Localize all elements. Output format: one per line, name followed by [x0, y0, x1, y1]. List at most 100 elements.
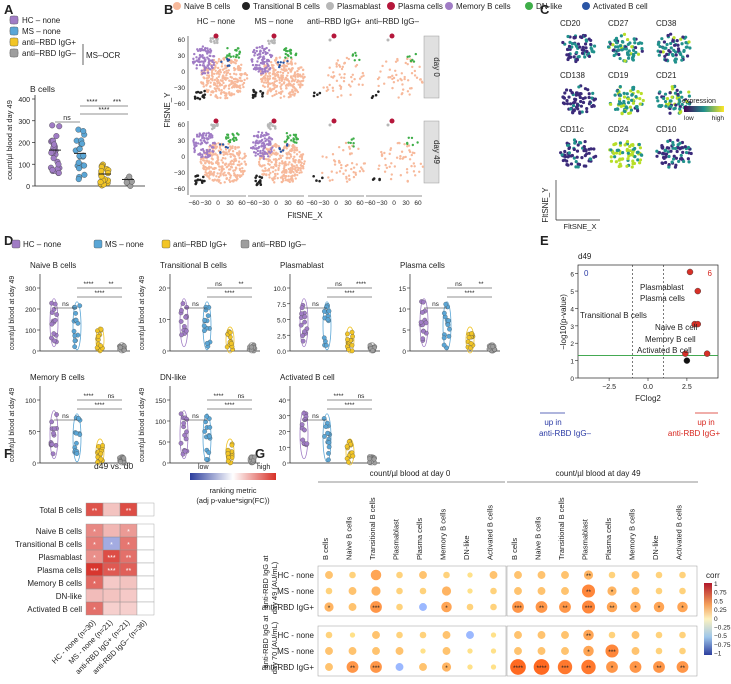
naive-cell [419, 162, 423, 166]
naive-cell [401, 157, 404, 160]
memory-cell [197, 58, 201, 61]
naive-cell [238, 168, 242, 172]
panelD-ytick-label: 40 [279, 398, 287, 405]
naive-cell [217, 60, 220, 63]
dnlike-cell [352, 142, 355, 145]
panelC-cell [581, 45, 585, 49]
naive-cell [273, 69, 276, 72]
naive-cell [239, 87, 242, 90]
naive-cell [289, 95, 292, 98]
panelC-cell [683, 145, 687, 149]
naive-cell [215, 77, 219, 80]
naive-cell [348, 145, 351, 149]
memory-cell [271, 146, 274, 149]
activated-cell [218, 143, 222, 146]
dnlike-cell [354, 54, 358, 57]
panelC-cell [573, 141, 577, 145]
naive-cell [272, 165, 275, 169]
naive-cell [211, 75, 214, 78]
panelD-point [344, 444, 350, 449]
panelD-sig: **** [333, 393, 344, 400]
naive-cell [294, 74, 297, 78]
memory-cell [265, 60, 268, 63]
panelC-feature-plot [655, 84, 692, 115]
panelD-point [121, 347, 127, 353]
panelD-violin [224, 326, 235, 354]
panelB-row-label: day 49 [432, 140, 441, 165]
panelC-cell [587, 92, 591, 96]
naive-cell [209, 93, 212, 97]
panelF-star: *** [107, 555, 115, 562]
naive-cell [331, 86, 335, 90]
transitional-cell [203, 179, 206, 183]
panelC-cell [619, 164, 623, 168]
naive-cell [291, 174, 294, 177]
panelF-star: ** [126, 508, 132, 515]
naive-cell [208, 165, 211, 169]
panelG-corr-dot [655, 647, 663, 655]
panelG-star: * [611, 589, 614, 596]
dnlike-cell [226, 133, 229, 136]
panelC-cell [673, 165, 678, 169]
memory-cell [207, 135, 211, 138]
panelF-star: * [93, 529, 96, 536]
memory-cell [263, 137, 267, 140]
naive-cell [354, 65, 357, 68]
panelD-point [467, 345, 473, 351]
naive-cell [232, 93, 236, 96]
naive-cell [359, 166, 363, 169]
panelG-col-label: DN-like [651, 535, 660, 560]
naive-cell [286, 74, 289, 77]
panelB-ytick-label: 60 [178, 37, 186, 44]
memory-cell [192, 141, 196, 144]
naive-cell [340, 76, 343, 79]
naive-cell [232, 77, 236, 81]
dnlike-cell [294, 134, 297, 138]
panelC-cell [613, 155, 617, 159]
memory-cell [206, 71, 210, 74]
panelG-corr-dot [561, 587, 569, 595]
naive-cell [408, 158, 412, 161]
panelD-point [350, 334, 355, 339]
naive-cell [342, 79, 346, 83]
panelG-corr-dot [514, 647, 522, 655]
panelG-corr-dot [535, 601, 548, 613]
naive-cell [244, 162, 247, 166]
panelF-cell [119, 601, 138, 616]
panelC-cell [681, 35, 685, 39]
panelD-ytick-label: 100 [25, 328, 36, 335]
panelC-cell [662, 96, 666, 101]
panelE-title: d49 [578, 252, 592, 261]
panelB-legend-item: Memory B cells [456, 2, 511, 11]
naive-cell [236, 152, 239, 156]
naive-cell [290, 90, 294, 93]
panelD-violin [178, 410, 190, 460]
panelC-cell [669, 104, 673, 109]
panelC-cell [581, 100, 586, 105]
naive-cell [212, 72, 216, 76]
naive-cell [233, 80, 237, 83]
panelB-xtick-label: 30 [344, 200, 352, 207]
dnlike-cell [292, 138, 296, 141]
panelG-corr-dot [537, 571, 546, 579]
panelD-point [446, 318, 451, 324]
panelC-marker-label: CD21 [656, 71, 677, 80]
naive-cell [362, 74, 365, 77]
panelC-cell [562, 102, 567, 106]
panel-letter-e: E [540, 233, 549, 248]
naive-cell [242, 85, 245, 89]
panelA-ytick-label: 400 [18, 97, 30, 104]
panelC-cell [592, 147, 596, 151]
naive-cell [238, 156, 241, 160]
panelC-cell [685, 54, 690, 58]
panelG-star: * [611, 665, 614, 672]
activated-cell [220, 60, 223, 64]
plasma-cell [271, 118, 277, 124]
naive-cell [296, 69, 299, 73]
panelC-cell [634, 95, 638, 99]
panelC-feature-plot [559, 138, 598, 169]
violin-outline [49, 298, 59, 348]
panelE-ytick-label: 3 [570, 324, 574, 331]
naive-cell [302, 167, 305, 170]
naive-cell [209, 85, 212, 88]
